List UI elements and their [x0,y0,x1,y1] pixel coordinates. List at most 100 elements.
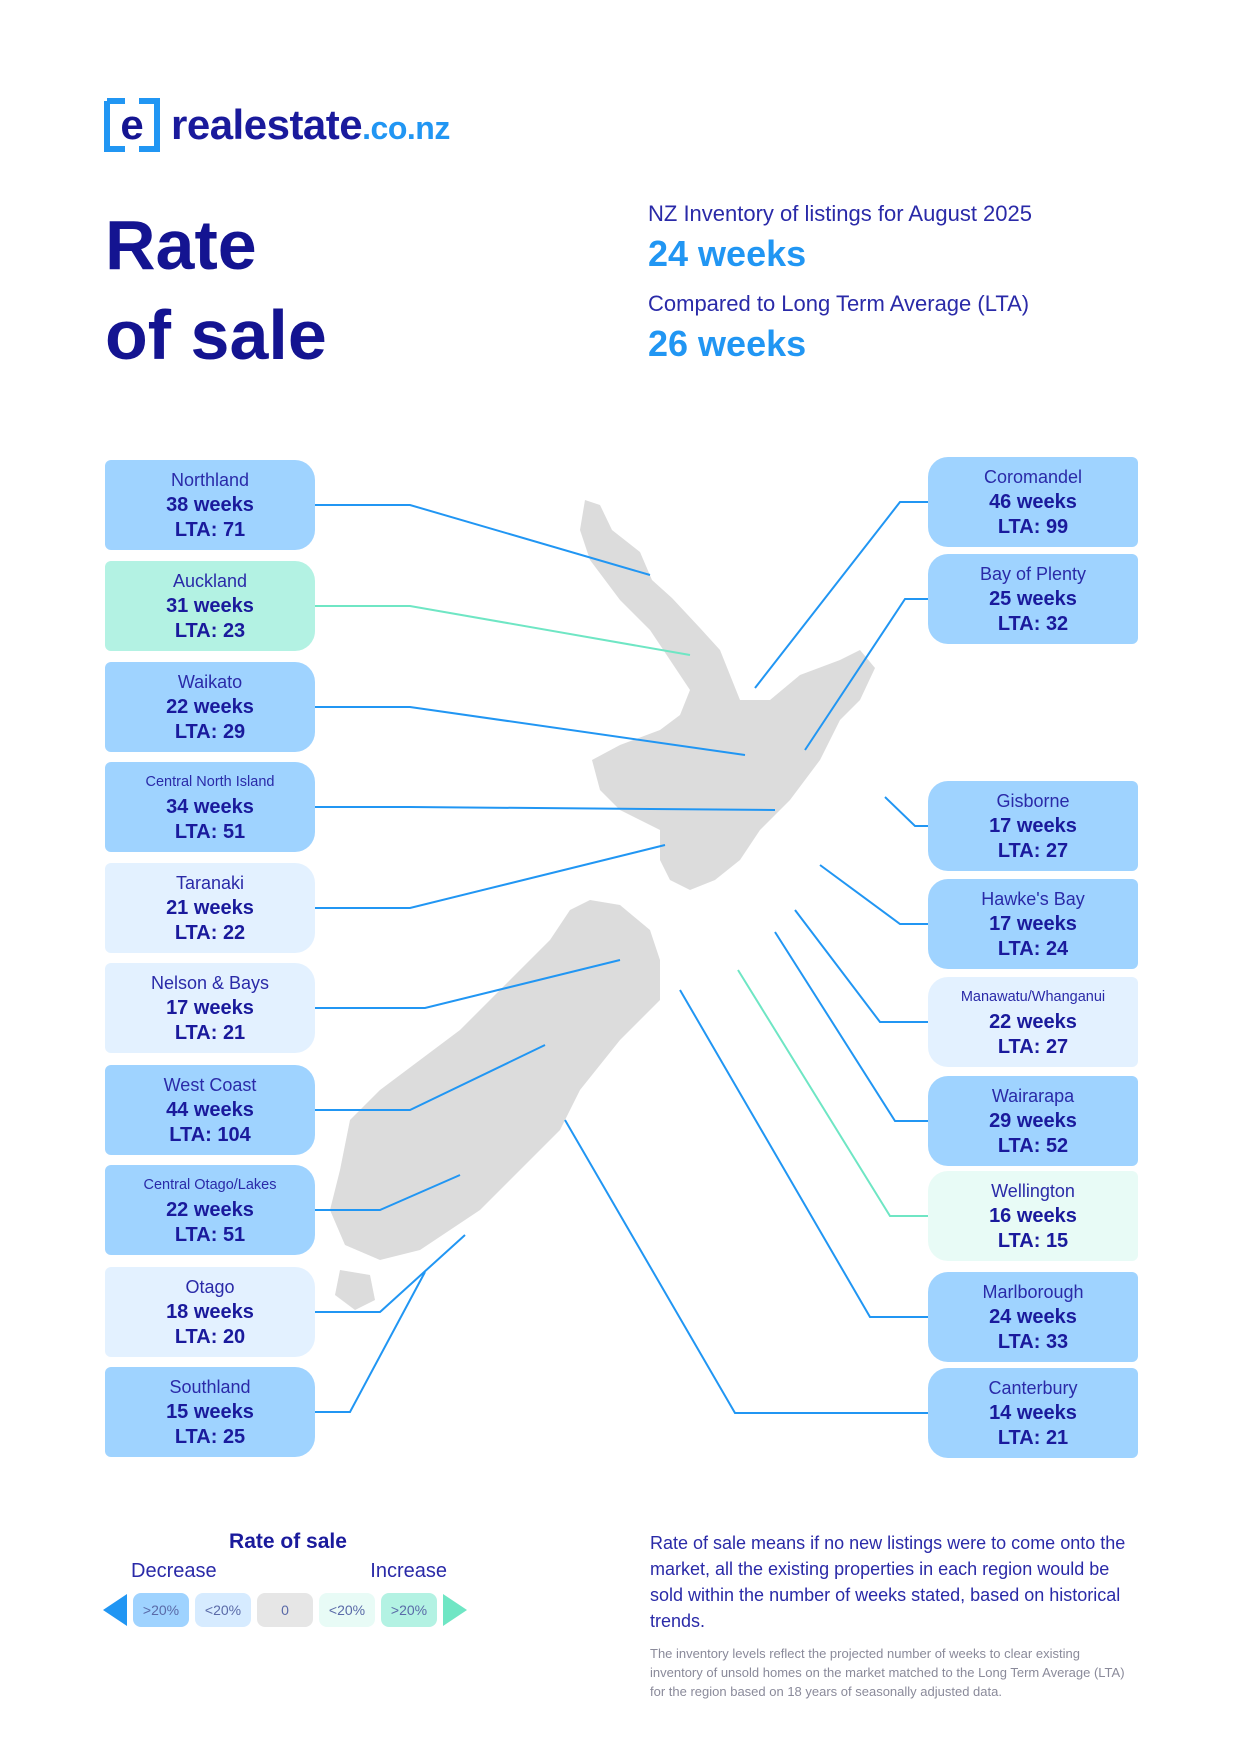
region-weeks: 44 weeks [166,1099,254,1121]
region-name: Southland [169,1377,251,1397]
region-lta: LTA: 104 [169,1124,251,1146]
title-line-2: of sale [105,296,327,374]
region-name: Central North Island [145,774,275,790]
legend-chip-increase-under-20: <20% [319,1593,375,1627]
region-card-coromandel: Coromandel 46 weeks LTA: 99 [928,457,1138,547]
stewart-island-shape [335,1270,375,1310]
connector-central-otago [315,1174,461,1211]
region-weeks: 31 weeks [166,595,254,617]
region-weeks: 14 weeks [989,1402,1077,1424]
region-card-hawkes-bay: Hawke's Bay 17 weeks LTA: 24 [928,879,1138,969]
connector-otago [315,1234,466,1313]
region-lta: LTA: 33 [997,1331,1069,1353]
region-weeks: 16 weeks [989,1205,1077,1227]
region-name: West Coast [163,1075,257,1095]
page-title: Rate of sale [105,200,327,380]
region-weeks: 17 weeks [989,913,1077,935]
region-lta: LTA: 71 [174,519,246,541]
region-weeks: 38 weeks [166,494,254,516]
region-weeks: 24 weeks [989,1306,1077,1328]
region-name: Otago [185,1277,235,1297]
region-card-central-north-island: Central North Island 34 weeks LTA: 51 [105,762,315,852]
region-name: Hawke's Bay [981,889,1085,909]
region-name: Coromandel [983,467,1083,487]
region-card-gisborne: Gisborne 17 weeks LTA: 27 [928,781,1138,871]
connector-bay-of-plenty [804,598,928,751]
region-weeks: 34 weeks [166,796,254,818]
region-card-otago: Otago 18 weeks LTA: 20 [105,1267,315,1357]
region-lta: LTA: 22 [174,922,246,944]
region-card-west-coast: West Coast 44 weeks LTA: 104 [105,1065,315,1155]
connector-hawkes-bay [819,864,928,925]
svg-text:e: e [120,101,143,148]
legend-chip-increase-20: >20% [381,1593,437,1627]
legend-scale: >20% <20% 0 <20% >20% [103,1593,473,1627]
region-card-taranaki: Taranaki 21 weeks LTA: 22 [105,863,315,953]
footnote: Rate of sale means if no new listings we… [650,1530,1130,1701]
region-name: Central Otago/Lakes [143,1177,277,1193]
connector-southland [315,1271,426,1413]
footnote-main: Rate of sale means if no new listings we… [650,1533,1126,1631]
region-lta: LTA: 24 [997,938,1069,960]
decrease-arrow-icon [103,1594,127,1626]
summary-stats: NZ Inventory of listings for August 2025… [648,200,1128,380]
footnote-small: The inventory levels reflect the project… [650,1646,1125,1699]
lta-label: Compared to Long Term Average (LTA) [648,291,1030,316]
region-card-bay-of-plenty: Bay of Plenty 25 weeks LTA: 32 [928,554,1138,644]
legend-direction-labels: Decrease Increase [103,1560,473,1583]
increase-arrow-icon [443,1594,467,1626]
region-name: Taranaki [175,873,245,893]
lta-value: 26 weeks [648,323,807,364]
region-weeks: 46 weeks [989,491,1077,513]
region-lta: LTA: 99 [997,516,1069,538]
connector-wairarapa [774,931,928,1122]
inventory-value: 24 weeks [648,233,807,274]
region-lta: LTA: 25 [174,1426,246,1448]
connector-coromandel [754,501,928,689]
region-lta: LTA: 27 [997,1036,1069,1058]
connector-marlborough [679,989,928,1318]
legend: Rate of sale Decrease Increase >20% <20%… [103,1530,473,1627]
connector-central-north-island [315,806,776,811]
region-name: Bay of Plenty [979,564,1087,584]
connector-waikato [315,706,746,756]
region-name: Marlborough [982,1282,1084,1302]
region-weeks: 18 weeks [166,1301,254,1323]
region-weeks: 17 weeks [166,997,254,1019]
region-name: Waikato [177,672,243,692]
region-lta: LTA: 51 [174,821,246,843]
region-name: Canterbury [988,1378,1078,1398]
region-lta: LTA: 51 [174,1224,246,1246]
region-name: Manawatu/Whanganui [960,989,1106,1005]
region-card-northland: Northland 38 weeks LTA: 71 [105,460,315,550]
region-weeks: 22 weeks [989,1011,1077,1033]
brand-name: realestate.co.nz [171,101,450,149]
brand-name-text: realestate [171,101,363,148]
region-lta: LTA: 21 [174,1022,246,1044]
north-island-shape [580,500,875,890]
logo-mark-icon: e [103,95,161,155]
region-name: Northland [170,470,250,490]
region-card-nelson-bays: Nelson & Bays 17 weeks LTA: 21 [105,963,315,1053]
region-name: Gisborne [996,791,1070,811]
region-weeks: 22 weeks [166,696,254,718]
legend-title: Rate of sale [229,1530,347,1553]
region-weeks: 17 weeks [989,815,1077,837]
connector-manawatu [794,909,928,1023]
connector-wellington [737,969,928,1217]
legend-increase-label: Increase [370,1560,447,1582]
connector-canterbury [564,1119,928,1414]
region-lta: LTA: 21 [997,1427,1069,1449]
legend-chip-decrease-20: >20% [133,1593,189,1627]
region-card-manawatu-whanganui: Manawatu/Whanganui 22 weeks LTA: 27 [928,977,1138,1067]
south-island-shape [330,900,660,1260]
region-card-waikato: Waikato 22 weeks LTA: 29 [105,662,315,752]
connector-nelson-bays [315,959,621,1009]
legend-chip-zero: 0 [257,1593,313,1627]
region-lta: LTA: 27 [997,840,1069,862]
connector-northland [315,504,651,576]
region-card-auckland: Auckland 31 weeks LTA: 23 [105,561,315,651]
connector-gisborne [884,796,928,827]
region-card-marlborough: Marlborough 24 weeks LTA: 33 [928,1272,1138,1362]
